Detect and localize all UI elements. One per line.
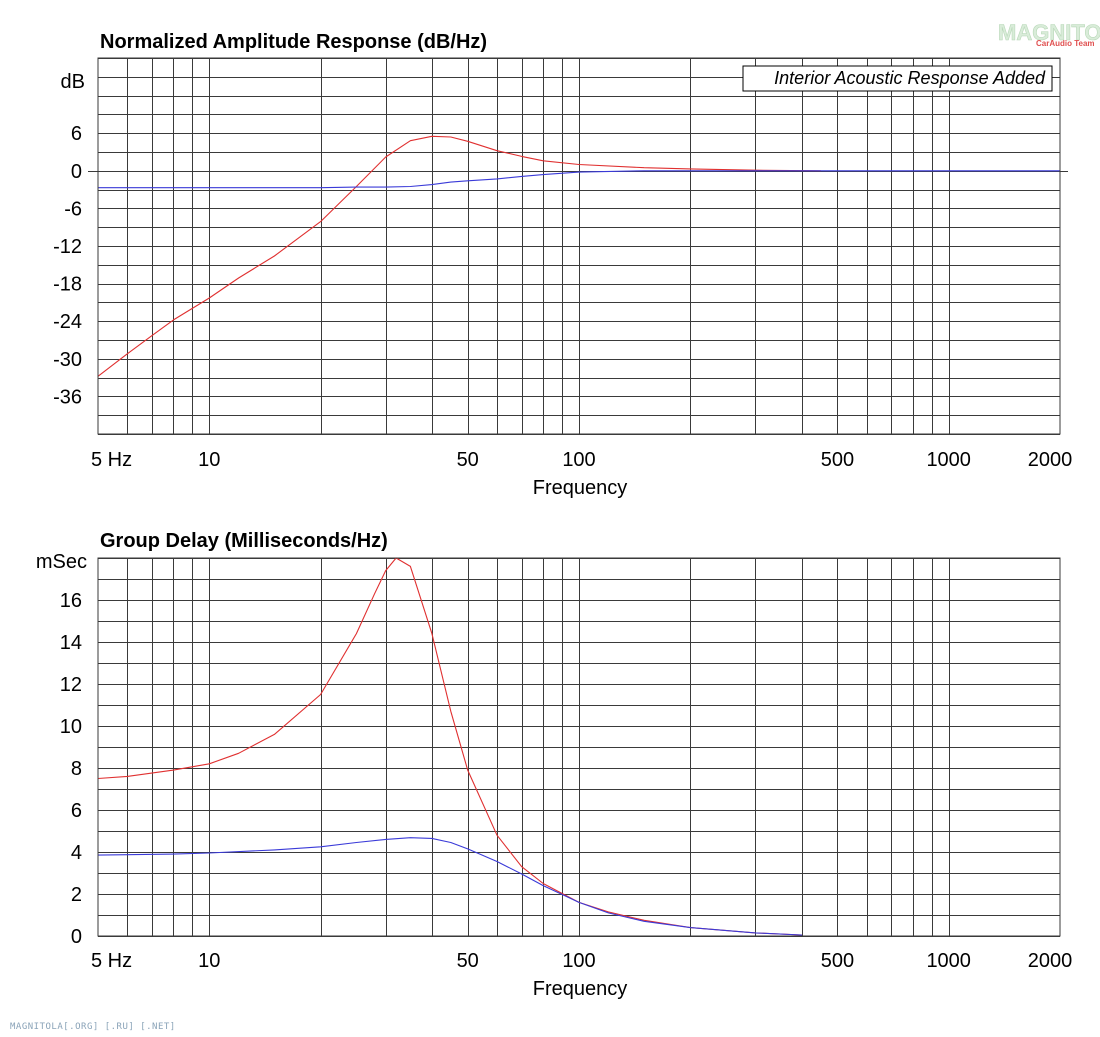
group-delay-x-label: Frequency [533,978,628,1000]
amplitude-grid [88,58,1068,435]
amplitude-plot-frame [97,57,1061,435]
amplitude-y-tick-label: -30 [53,349,82,371]
amplitude-x-tick-label: 100 [562,449,595,471]
amplitude-ticks: 6 0 -6 -12 -18 -24 -30 -36 5 Hz 10 50 100 500 1000 200… [53,123,1072,471]
amplitude-x-tick-label: 500 [821,449,854,471]
group-delay-y-tick-label: 8 [71,758,82,780]
watermark-logo: MAGNITOLA CarAudio Team [998,20,1100,48]
amplitude-series [97,135,1061,377]
group-delay-y-tick-label: 14 [60,632,82,654]
group-delay-x-tick-label: 100 [562,950,595,972]
amplitude-y-tick-label: -24 [53,311,82,333]
group-delay-x-tick-label: 2000 [1028,950,1073,972]
group-delay-chart-title: Group Delay (Milliseconds/Hz) [100,530,388,552]
amplitude-y-tick-label: 6 [71,123,82,145]
group-delay-y-tick-label: 6 [71,800,82,822]
group-delay-x-tick-label: 50 [457,950,479,972]
amplitude-y-tick-label: -12 [53,236,82,258]
group-delay-series-line-red [97,557,803,936]
group-delay-y-tick-label: 2 [71,884,82,906]
group-delay-x-tick-label: 10 [198,950,220,972]
group-delay-y-unit: mSec [36,551,87,573]
group-delay-x-tick-label: 1000 [926,950,971,972]
group-delay-y-tick-label: 12 [60,674,82,696]
group-delay-y-tick-label: 16 [60,590,82,612]
amplitude-response-chart: Normalized Amplitude Response (dB/Hz) dB… [53,31,1072,499]
group-delay-y-tick-label: 0 [71,926,82,948]
amplitude-x-tick-label: 1000 [926,449,971,471]
amplitude-x-tick-label: 10 [198,449,220,471]
group-delay-x-tick-label: 500 [821,950,854,972]
annotation-frame [742,65,1053,92]
amplitude-series-line-red [97,135,822,377]
group-delay-series-line-blue [97,837,803,936]
footer-text: MAGNITOLA[.ORG] [.RU] [.NET] [10,1022,176,1032]
group-delay-series [97,557,803,936]
amplitude-x-tick-label: 5 Hz [91,449,132,471]
amplitude-y-tick-label: -36 [53,386,82,408]
group-delay-chart: Group Delay (Milliseconds/Hz) mSec Frequ… [36,530,1072,1000]
amplitude-chart-title: Normalized Amplitude Response (dB/Hz) [100,31,487,53]
amplitude-y-tick-label: 0 [71,161,82,183]
group-delay-plot-frame [97,557,1061,937]
amplitude-y-tick-label: -6 [64,198,82,220]
amplitude-x-tick-label: 50 [457,449,479,471]
group-delay-ticks: 16 14 12 10 8 6 4 2 0 5 Hz 10 50 100 500 1000 2000 [60,590,1073,972]
watermark-text: MAGNITOLA [998,20,1100,45]
amplitude-annotation: Interior Acoustic Response Added [774,68,1046,88]
group-delay-x-tick-label: 5 Hz [91,950,132,972]
amplitude-x-tick-label: 2000 [1028,449,1073,471]
amplitude-x-label: Frequency [533,477,628,499]
group-delay-y-tick-label: 4 [71,842,82,864]
group-delay-y-tick-label: 10 [60,716,82,738]
watermark-subtext: CarAudio Team [1036,39,1095,48]
amplitude-y-unit: dB [61,71,85,93]
amplitude-y-tick-label: -18 [53,274,82,296]
amplitude-series-line-blue [97,170,1061,189]
group-delay-grid [98,558,1060,937]
amplitude-annotation-box: Interior Acoustic Response Added [742,65,1053,92]
